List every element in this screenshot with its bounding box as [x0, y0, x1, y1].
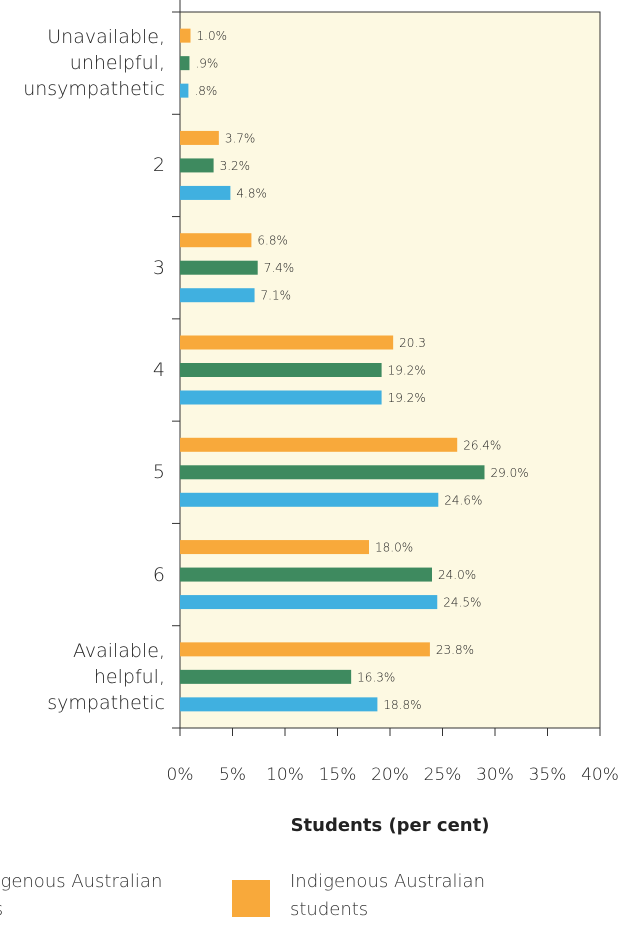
x-tick-label: 15%: [319, 765, 357, 785]
value-label: 19.2%: [388, 391, 426, 405]
value-label: 24.6%: [444, 493, 482, 507]
bar: [180, 56, 190, 71]
value-label: 29.0%: [491, 466, 529, 480]
x-tick-label: 40%: [581, 765, 619, 785]
value-label: 26.4%: [463, 438, 501, 452]
value-label: 1.0%: [197, 29, 228, 43]
bar: [180, 567, 432, 582]
bar: [180, 697, 378, 712]
bar: [180, 185, 231, 200]
bar: [180, 642, 430, 657]
y-tick-label: Available, helpful, sympathetic: [47, 639, 165, 714]
value-label: 23.8%: [436, 643, 474, 657]
bar: [180, 465, 485, 480]
value-label: 16.3%: [357, 670, 395, 684]
y-tick-label: Unavailable, unhelpful, unsympathetic: [23, 26, 165, 101]
value-label: 3.2%: [220, 159, 251, 173]
bar: [180, 363, 382, 377]
value-label: .9%: [195, 57, 218, 71]
x-tick-label: 25%: [424, 765, 462, 785]
bar: [180, 540, 369, 555]
value-label: 24.0%: [438, 568, 476, 582]
bar: [180, 28, 191, 43]
bar: [180, 83, 189, 98]
bar: [180, 233, 252, 248]
value-label: 20.3: [399, 336, 426, 350]
x-tick-label: 5%: [219, 765, 246, 785]
legend-label: Non-Indigenous Australian students: [0, 871, 163, 920]
value-label: 7.1%: [261, 289, 292, 303]
y-tick-label: 3: [152, 256, 165, 279]
bar: [180, 437, 458, 452]
y-tick-label: 2: [152, 154, 165, 177]
y-tick-label: 6: [152, 563, 165, 586]
x-tick-label: 35%: [529, 765, 567, 785]
value-label: .8%: [194, 84, 217, 98]
value-label: 6.8%: [257, 234, 288, 248]
bar: [180, 335, 394, 350]
x-tick-label: 30%: [476, 765, 514, 785]
bar: [180, 260, 258, 275]
bar: [180, 669, 352, 684]
bar: [180, 595, 438, 610]
value-label: 7.4%: [264, 261, 295, 275]
value-label: 18.8%: [383, 698, 421, 712]
x-axis-title: Students (per cent): [291, 815, 490, 836]
value-label: 4.8%: [236, 186, 267, 200]
x-tick-label: 20%: [371, 765, 409, 785]
bar: [180, 492, 439, 507]
y-tick-label: 4: [152, 359, 165, 381]
y-tick-label: 5: [152, 461, 165, 484]
value-label: 18.0%: [375, 541, 413, 555]
value-label: 3.7%: [225, 131, 256, 145]
legend-swatch: [232, 880, 270, 917]
value-label: 24.5%: [443, 596, 481, 610]
legend-label: Indigenous Australian students: [290, 871, 485, 920]
bar: [180, 130, 219, 145]
bar: [180, 158, 214, 173]
value-label: 19.2%: [388, 364, 426, 378]
bar: [180, 390, 382, 405]
x-tick-label: 10%: [266, 765, 304, 785]
x-tick-label: 0%: [167, 765, 194, 785]
bar: [180, 288, 255, 303]
